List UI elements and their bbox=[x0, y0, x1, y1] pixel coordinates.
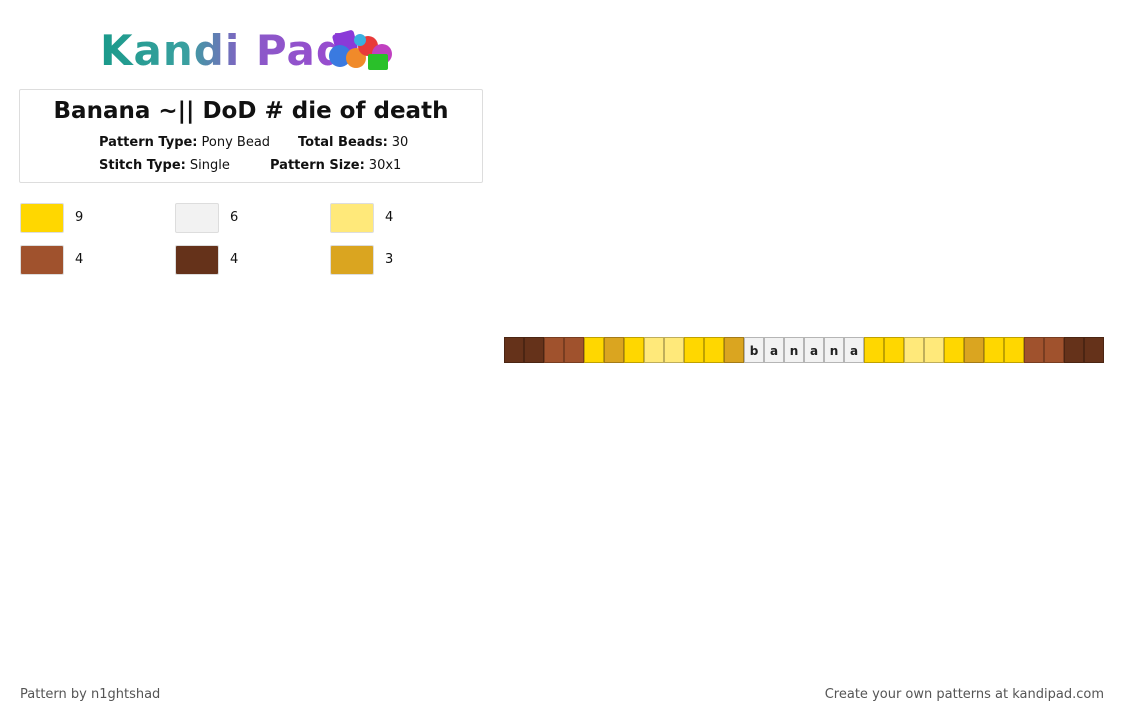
bead bbox=[984, 337, 1004, 363]
color-legend: 9 6 4 4 4 3 bbox=[20, 203, 490, 283]
field: Pattern Size: 30x1 bbox=[270, 158, 401, 173]
field-value: 30 bbox=[391, 135, 409, 150]
color-count: 9 bbox=[75, 210, 84, 225]
color-swatch bbox=[20, 245, 64, 275]
field-label: Total Beads: bbox=[298, 135, 388, 150]
field: Total Beads: 30 bbox=[298, 135, 408, 150]
bead bbox=[1004, 337, 1024, 363]
bead bbox=[564, 337, 584, 363]
field: Pattern Type: Pony Bead bbox=[99, 135, 270, 150]
bead bbox=[964, 337, 984, 363]
bead bbox=[904, 337, 924, 363]
bead bbox=[664, 337, 684, 363]
color-count: 4 bbox=[75, 252, 84, 267]
color-swatch bbox=[330, 245, 374, 275]
bead bbox=[944, 337, 964, 363]
field-value: 30x1 bbox=[368, 158, 402, 173]
bead bbox=[1024, 337, 1044, 363]
bead: a bbox=[804, 337, 824, 363]
bead bbox=[504, 337, 524, 363]
color-swatch bbox=[175, 245, 219, 275]
bead bbox=[524, 337, 544, 363]
pattern-info: Banana ~|| DoD # die of death Pattern Ty… bbox=[19, 89, 483, 183]
logo[interactable]: Kandi Pad bbox=[100, 26, 410, 76]
field-label: Pattern Type: bbox=[99, 135, 198, 150]
pattern-title: Banana ~|| DoD # die of death bbox=[53, 98, 449, 124]
bead bbox=[1044, 337, 1064, 363]
bead bbox=[704, 337, 724, 363]
color-swatch bbox=[20, 203, 64, 233]
bead bbox=[584, 337, 604, 363]
color-count: 6 bbox=[230, 210, 239, 225]
bead bbox=[724, 337, 744, 363]
field-value: Pony Bead bbox=[201, 135, 271, 150]
bead: a bbox=[844, 337, 864, 363]
color-swatch bbox=[330, 203, 374, 233]
bead: n bbox=[824, 337, 844, 363]
logo-icon bbox=[329, 30, 392, 70]
bead bbox=[624, 337, 644, 363]
bead bbox=[1084, 337, 1104, 363]
field-label: Pattern Size: bbox=[270, 158, 365, 173]
bead bbox=[924, 337, 944, 363]
bead bbox=[864, 337, 884, 363]
field: Stitch Type: Single bbox=[99, 158, 230, 173]
bead bbox=[1064, 337, 1084, 363]
bead: b bbox=[744, 337, 764, 363]
color-count: 4 bbox=[230, 252, 239, 267]
footer-link[interactable]: Create your own patterns at kandipad.com bbox=[824, 687, 1104, 702]
color-swatch bbox=[175, 203, 219, 233]
bead bbox=[544, 337, 564, 363]
color-count: 3 bbox=[385, 252, 394, 267]
bead bbox=[604, 337, 624, 363]
bead: n bbox=[784, 337, 804, 363]
bead: a bbox=[764, 337, 784, 363]
field-label: Stitch Type: bbox=[99, 158, 186, 173]
bead bbox=[884, 337, 904, 363]
field-value: Single bbox=[189, 158, 230, 173]
bead bbox=[684, 337, 704, 363]
color-count: 4 bbox=[385, 210, 394, 225]
footer-credit: Pattern by n1ghtshad bbox=[20, 687, 161, 702]
bead bbox=[644, 337, 664, 363]
logo-text: Kandi Pad bbox=[100, 26, 347, 75]
